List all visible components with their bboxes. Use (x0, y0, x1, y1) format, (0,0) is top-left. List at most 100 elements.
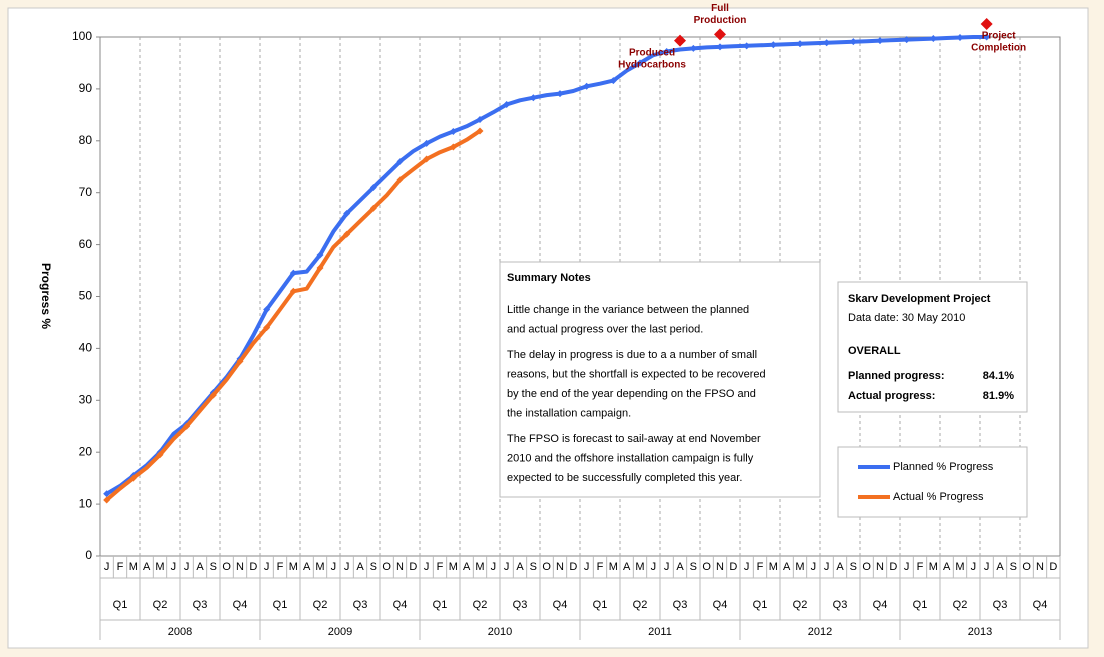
data-point (876, 37, 884, 45)
x-tick-label: O (702, 561, 711, 573)
x-tick-label: J (651, 561, 657, 573)
x-tick-label: N (396, 561, 404, 573)
data-point (316, 251, 324, 259)
data-point (316, 264, 324, 272)
notes-box (499, 261, 821, 498)
data-point (716, 43, 724, 51)
x-tick-label: D (569, 561, 577, 573)
data-point (156, 451, 164, 459)
summary-title: Skarv Development Project (848, 293, 991, 305)
x-tick-label: J (104, 561, 110, 573)
y-tick-label: 60 (79, 237, 93, 251)
quarter-label: Q4 (553, 599, 568, 611)
milestone-label: Produced (629, 47, 675, 58)
notes-line: The FPSO is forecast to sail-away at end… (507, 433, 761, 445)
data-point (236, 357, 244, 365)
milestone-label: Hydrocarbons (618, 59, 686, 70)
data-point (556, 90, 564, 98)
data-point (609, 77, 617, 85)
y-tick-label: 100 (72, 29, 92, 43)
x-tick-label: J (584, 561, 590, 573)
summary-value: 81.9% (983, 390, 1014, 402)
summary-label: Planned progress: (848, 370, 945, 382)
year-label: 2012 (808, 626, 832, 638)
data-point (289, 269, 297, 277)
data-point (289, 287, 297, 295)
quarter-label: Q3 (993, 599, 1008, 611)
x-tick-label: A (143, 561, 151, 573)
x-tick-label: J (504, 561, 510, 573)
x-tick-label: N (876, 561, 884, 573)
x-tick-label: J (331, 561, 337, 573)
notes-line: Little change in the variance between th… (507, 304, 749, 316)
x-tick-label: J (184, 561, 190, 573)
x-tick-label: A (676, 561, 684, 573)
x-tick-label: A (996, 561, 1004, 573)
x-tick-label: D (1049, 561, 1057, 573)
y-axis-label: Progress % (39, 263, 53, 329)
x-tick-label: F (597, 561, 604, 573)
x-tick-label: M (475, 561, 484, 573)
summary-label: Actual progress: (848, 390, 935, 402)
data-point (369, 204, 377, 212)
notes-line: reasons, but the shortfall is expected t… (507, 368, 766, 380)
quarter-label: Q2 (473, 599, 488, 611)
milestone-label: Production (694, 15, 747, 26)
legend-label: Actual % Progress (893, 491, 984, 503)
quarter-label: Q4 (393, 599, 408, 611)
data-point (423, 155, 431, 163)
data-point (343, 209, 351, 217)
data-point (423, 139, 431, 147)
notes-line: and actual progress over the last period… (507, 323, 703, 335)
x-tick-label: F (277, 561, 284, 573)
x-tick-label: D (409, 561, 417, 573)
summary-box (837, 281, 1028, 413)
x-tick-label: F (117, 561, 124, 573)
x-tick-label: A (943, 561, 951, 573)
x-tick-label: D (889, 561, 897, 573)
milestone-label: Completion (971, 43, 1026, 54)
quarter-label: Q3 (193, 599, 208, 611)
data-point (209, 391, 217, 399)
data-point (263, 305, 271, 313)
quarter-label: Q2 (633, 599, 648, 611)
x-tick-label: M (769, 561, 778, 573)
data-point (849, 38, 857, 46)
x-tick-label: S (1010, 561, 1017, 573)
data-point (903, 36, 911, 44)
legend-label: Planned % Progress (893, 461, 994, 473)
data-point (663, 48, 671, 56)
notes-line: the installation campaign. (507, 407, 631, 419)
x-tick-label: S (850, 561, 857, 573)
notes-line: 2010 and the offshore installation campa… (507, 452, 754, 464)
data-point (396, 176, 404, 184)
x-tick-label: J (904, 561, 910, 573)
x-tick-label: M (609, 561, 618, 573)
x-tick-label: A (356, 561, 364, 573)
y-tick-label: 70 (79, 185, 93, 199)
x-tick-label: S (210, 561, 217, 573)
quarter-label: Q1 (753, 599, 768, 611)
x-tick-label: M (449, 561, 458, 573)
x-tick-label: J (264, 561, 270, 573)
data-point (636, 59, 644, 67)
data-point (929, 35, 937, 43)
milestone-label: Project (982, 31, 1017, 42)
quarter-label: Q1 (273, 599, 288, 611)
notes-line: by the end of the year depending on the … (507, 388, 756, 400)
y-tick-label: 30 (79, 392, 93, 406)
data-point (396, 158, 404, 166)
data-point (263, 324, 271, 332)
data-point (183, 422, 191, 430)
y-tick-label: 50 (79, 289, 93, 303)
quarter-label: Q1 (113, 599, 128, 611)
x-tick-label: J (984, 561, 990, 573)
y-tick-label: 10 (79, 496, 93, 510)
data-point (503, 100, 511, 108)
x-tick-label: M (635, 561, 644, 573)
x-tick-label: O (542, 561, 551, 573)
milestone (714, 28, 726, 41)
data-point (583, 82, 591, 90)
quarter-label: Q1 (593, 599, 608, 611)
